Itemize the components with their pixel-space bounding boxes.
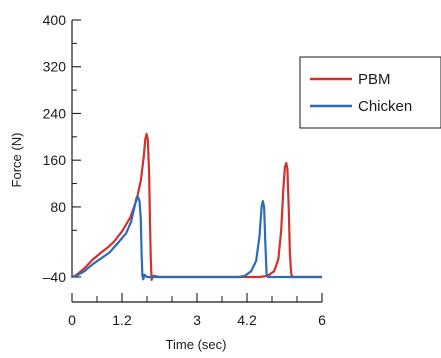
y-tick-label: 320 — [43, 59, 67, 75]
legend: PBM Chicken — [299, 56, 441, 129]
x-tick-label: 1.2 — [112, 312, 132, 328]
y-axis-ticks: –40 80 160 240 320 400 — [43, 12, 81, 285]
x-axis-label: Time (sec) — [166, 337, 227, 352]
y-tick-label: 160 — [43, 152, 67, 168]
plot-area: –40 80 160 240 320 400 0 1.2 3 4.2 6 — [43, 12, 326, 328]
y-tick-label: 400 — [43, 12, 67, 28]
x-tick-label: 6 — [318, 312, 326, 328]
x-axis-ticks: 0 1.2 3 4.2 6 — [68, 293, 326, 328]
y-tick-label: 80 — [50, 199, 66, 215]
x-tick-label: 0 — [68, 312, 76, 328]
legend-items: PBM Chicken — [310, 71, 412, 115]
x-tick-label: 4.2 — [237, 312, 257, 328]
y-tick-label: 240 — [43, 105, 67, 121]
x-tick-label: 3 — [193, 312, 201, 328]
legend-label-chicken: Chicken — [358, 98, 412, 115]
series-layer — [71, 132, 322, 281]
y-axis-label: Force (N) — [9, 133, 24, 188]
series-line-chicken — [71, 195, 322, 281]
series-line-pbm — [71, 132, 322, 281]
legend-box — [299, 56, 441, 129]
legend-label-pbm: PBM — [358, 71, 391, 88]
y-tick-label: –40 — [43, 269, 67, 285]
